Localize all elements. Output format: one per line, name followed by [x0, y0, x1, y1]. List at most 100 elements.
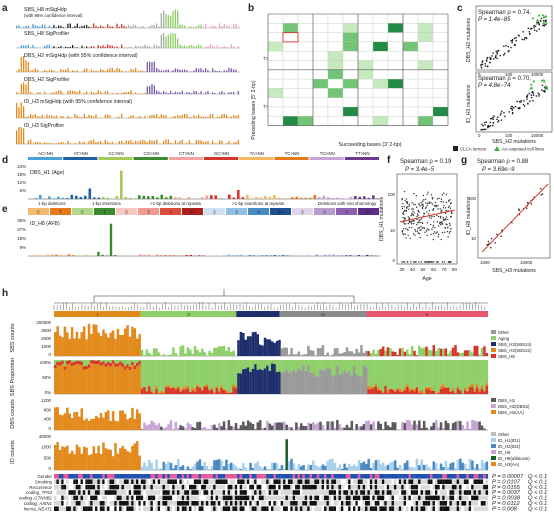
panel-h-track-bar — [401, 347, 404, 356]
panel-h-track-bar — [126, 325, 129, 356]
panel-a-row-4-bar — [121, 93, 123, 94]
panel-h-proportion-bar — [478, 360, 481, 390]
panel-h-annotation-cell — [278, 490, 281, 495]
panel-a-row-5-bar — [100, 117, 102, 118]
panel-h-proportion-bar — [75, 360, 79, 361]
panel-a-row-6-bar — [170, 142, 172, 144]
panel-h-annotation-cell — [126, 474, 129, 479]
panel-c-point — [511, 39, 514, 41]
panel-h-track-bar — [466, 421, 469, 430]
panel-h-track-bar — [333, 462, 337, 470]
panel-h-annotation-cell — [254, 474, 257, 479]
panel-h-annotation-cell — [56, 474, 59, 479]
panel-h-track-bar — [261, 468, 264, 470]
panel-h-track-bar — [203, 461, 206, 470]
panel-h-legend-label: DBS_H1 — [498, 398, 516, 403]
panel-h-proportion-bar — [328, 368, 332, 394]
panel-h-annotation-cell — [196, 479, 199, 484]
panel-h-annotation-cell — [278, 479, 281, 484]
panel-e-bar — [328, 254, 331, 256]
panel-h-proportion-bar — [432, 360, 436, 391]
panel-h-annotation-cell — [232, 490, 235, 495]
panel-a-row-6-bar — [67, 140, 69, 144]
panel-h-annotation-cell — [324, 495, 327, 501]
panel-c-point — [536, 30, 538, 32]
panel-h-proportion-bar — [162, 393, 166, 394]
panel-h-annotation-cell — [316, 501, 320, 506]
panel-d-bar — [201, 197, 204, 199]
panel-h-annotation-cell — [193, 506, 197, 511]
panel-h-track-bar — [410, 346, 414, 356]
panel-h-annotation-cell — [415, 484, 419, 490]
panel-h-annotation-cell — [237, 474, 240, 479]
panel-b-cell — [357, 97, 374, 108]
panel-e-letter: e — [2, 204, 8, 215]
panel-f-point — [431, 215, 433, 218]
panel-b-cell — [357, 32, 374, 43]
panel-h-annotation-cell — [442, 479, 445, 484]
panel-e-bar — [109, 223, 113, 256]
panel-d-bar — [183, 198, 186, 199]
panel-h-annotation-cell — [87, 484, 91, 490]
panel-a-row-2-bar — [58, 46, 60, 48]
panel-h-track-bar — [463, 428, 467, 430]
panel-a-row-3-bar — [23, 55, 25, 72]
panel-h-annotation-cell — [116, 490, 120, 495]
panel-a-row-3-bar — [137, 70, 139, 72]
panel-h-annotation-cell — [239, 495, 243, 501]
panel-f-point — [401, 261, 403, 263]
panel-h-annotation-cell — [208, 474, 211, 479]
panel-e-box-label: C — [81, 210, 84, 215]
panel-a-row-2-bar — [128, 47, 130, 48]
panel-h-annotation-cell — [119, 474, 122, 479]
panel-b-cell — [267, 97, 284, 108]
panel-a-row-3-bar — [27, 61, 29, 72]
panel-a-row-1-bar — [205, 23, 207, 28]
panel-h-annotation-cell — [82, 506, 86, 511]
panel-h-annotation-cell — [418, 479, 421, 484]
panel-h-annotation-cell — [355, 479, 358, 484]
panel-h-annotation-cell — [121, 479, 125, 484]
panel-h-proportion-bar — [193, 360, 197, 389]
panel-b-cell — [357, 69, 374, 80]
panel-h-track-bar — [307, 464, 310, 470]
panel-a-row-2-bar — [130, 46, 132, 48]
panel-h-proportion-bar — [123, 366, 127, 370]
panel-h-track-bar — [408, 420, 411, 430]
panel-h-annotation-cell — [475, 506, 479, 511]
panel-h-proportion-bar — [246, 360, 250, 368]
panel-h-annotation-cell — [314, 506, 317, 511]
panel-h-track-bar — [82, 446, 86, 470]
panel-h-annotation-cell — [377, 484, 380, 490]
panel-h-annotation-cell — [442, 501, 445, 506]
panel-a-row-2-bar — [111, 45, 113, 48]
panel-h-track-bar — [285, 424, 288, 430]
panel-a-row-1-bar — [55, 27, 57, 28]
panel-h-track-bar — [258, 344, 262, 356]
panel-h-annotation-cell — [234, 474, 238, 479]
panel-h-annotation-cell — [360, 484, 363, 490]
panel-h-annotation-cell — [114, 474, 117, 479]
panel-h-proportion-bar — [287, 360, 291, 373]
panel-b-cell — [282, 32, 299, 43]
panel-a-row-4-bar — [135, 92, 137, 94]
panel-h-proportion-bar — [109, 366, 112, 394]
panel-d-bar — [75, 195, 78, 199]
panel-h-annotation-cell — [352, 490, 356, 495]
panel-a-row-2-bar — [212, 45, 214, 48]
panel-h-proportion-bar — [176, 385, 180, 388]
panel-h-proportion-bar — [408, 391, 411, 394]
panel-f-ytick: 100 — [388, 192, 396, 197]
panel-e-box — [138, 208, 159, 215]
panel-h-annotation-cell — [73, 495, 76, 501]
panel-h-track-bar — [140, 466, 144, 470]
panel-a-row-6-bar — [44, 142, 46, 144]
panel-h-track-bar — [80, 453, 84, 470]
panel-h-annotation-cell — [374, 479, 378, 484]
panel-f-point — [407, 234, 409, 237]
panel-a-row-4-bar — [128, 91, 130, 94]
panel-h-annotation-cell — [258, 506, 262, 511]
panel-h-annotation-cell — [275, 484, 279, 490]
panel-h-annotation-cell — [425, 490, 428, 495]
panel-h-annotation-cell — [152, 490, 156, 495]
